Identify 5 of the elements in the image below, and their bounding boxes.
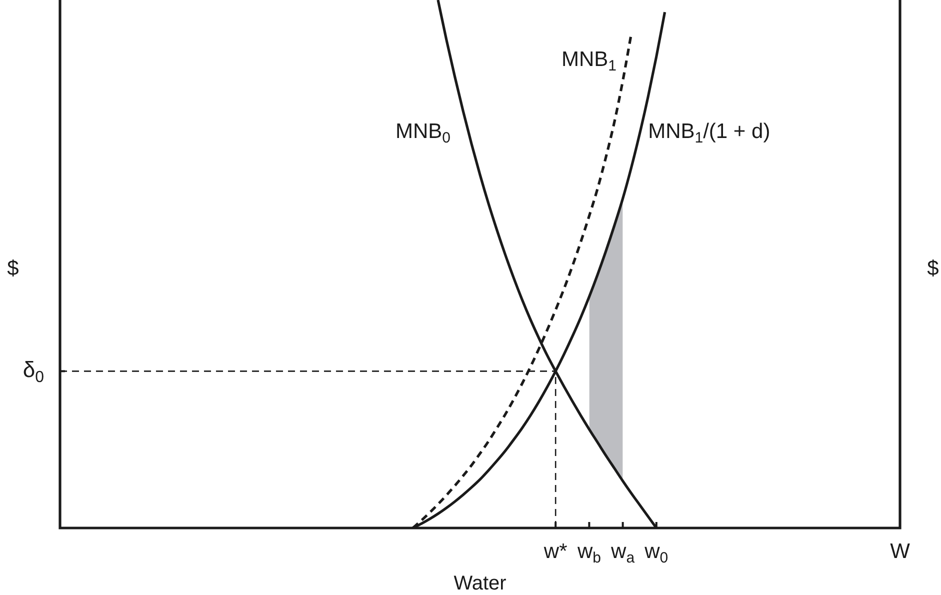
- y2-axis-title: $: [927, 257, 940, 280]
- x-axis-title: Water: [454, 572, 507, 595]
- y-axis-title: $: [7, 257, 20, 280]
- x-tick-label: w*: [542, 540, 568, 563]
- x-tick-label: W: [890, 540, 910, 563]
